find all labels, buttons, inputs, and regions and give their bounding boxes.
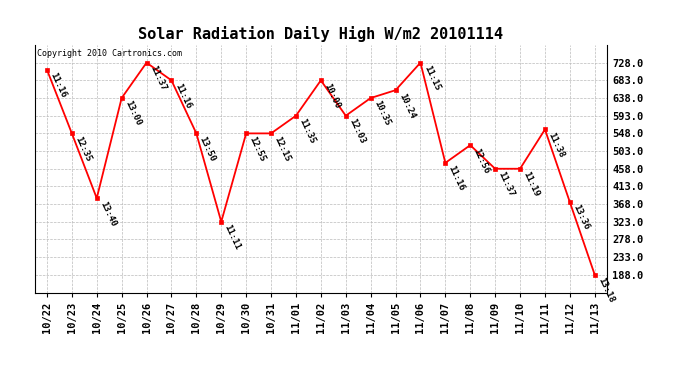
Text: Copyright 2010 Cartronics.com: Copyright 2010 Cartronics.com: [37, 49, 182, 58]
Text: 10:24: 10:24: [397, 92, 417, 120]
Text: 12:15: 12:15: [273, 135, 292, 163]
Text: 12:03: 12:03: [347, 117, 366, 145]
Text: 10:35: 10:35: [372, 99, 391, 128]
Title: Solar Radiation Daily High W/m2 20101114: Solar Radiation Daily High W/m2 20101114: [139, 27, 503, 42]
Text: 11:16: 11:16: [172, 82, 193, 110]
Text: 11:11: 11:11: [223, 223, 242, 251]
Text: 11:19: 11:19: [522, 170, 541, 198]
Text: 12:35: 12:35: [73, 135, 92, 163]
Text: 13:00: 13:00: [123, 99, 143, 128]
Text: 12:55: 12:55: [248, 135, 267, 163]
Text: 13:40: 13:40: [98, 200, 118, 228]
Text: 11:38: 11:38: [546, 131, 566, 159]
Text: 11:16: 11:16: [446, 164, 466, 192]
Text: 10:00: 10:00: [322, 82, 342, 110]
Text: 11:37: 11:37: [497, 170, 516, 198]
Text: 11:35: 11:35: [297, 117, 317, 145]
Text: 11:16: 11:16: [48, 71, 68, 99]
Text: 12:56: 12:56: [472, 147, 491, 175]
Text: 13:18: 13:18: [596, 276, 615, 304]
Text: 13:50: 13:50: [198, 135, 217, 163]
Text: 13:36: 13:36: [571, 204, 591, 232]
Text: 11:37: 11:37: [148, 64, 168, 92]
Text: 11:15: 11:15: [422, 64, 442, 92]
